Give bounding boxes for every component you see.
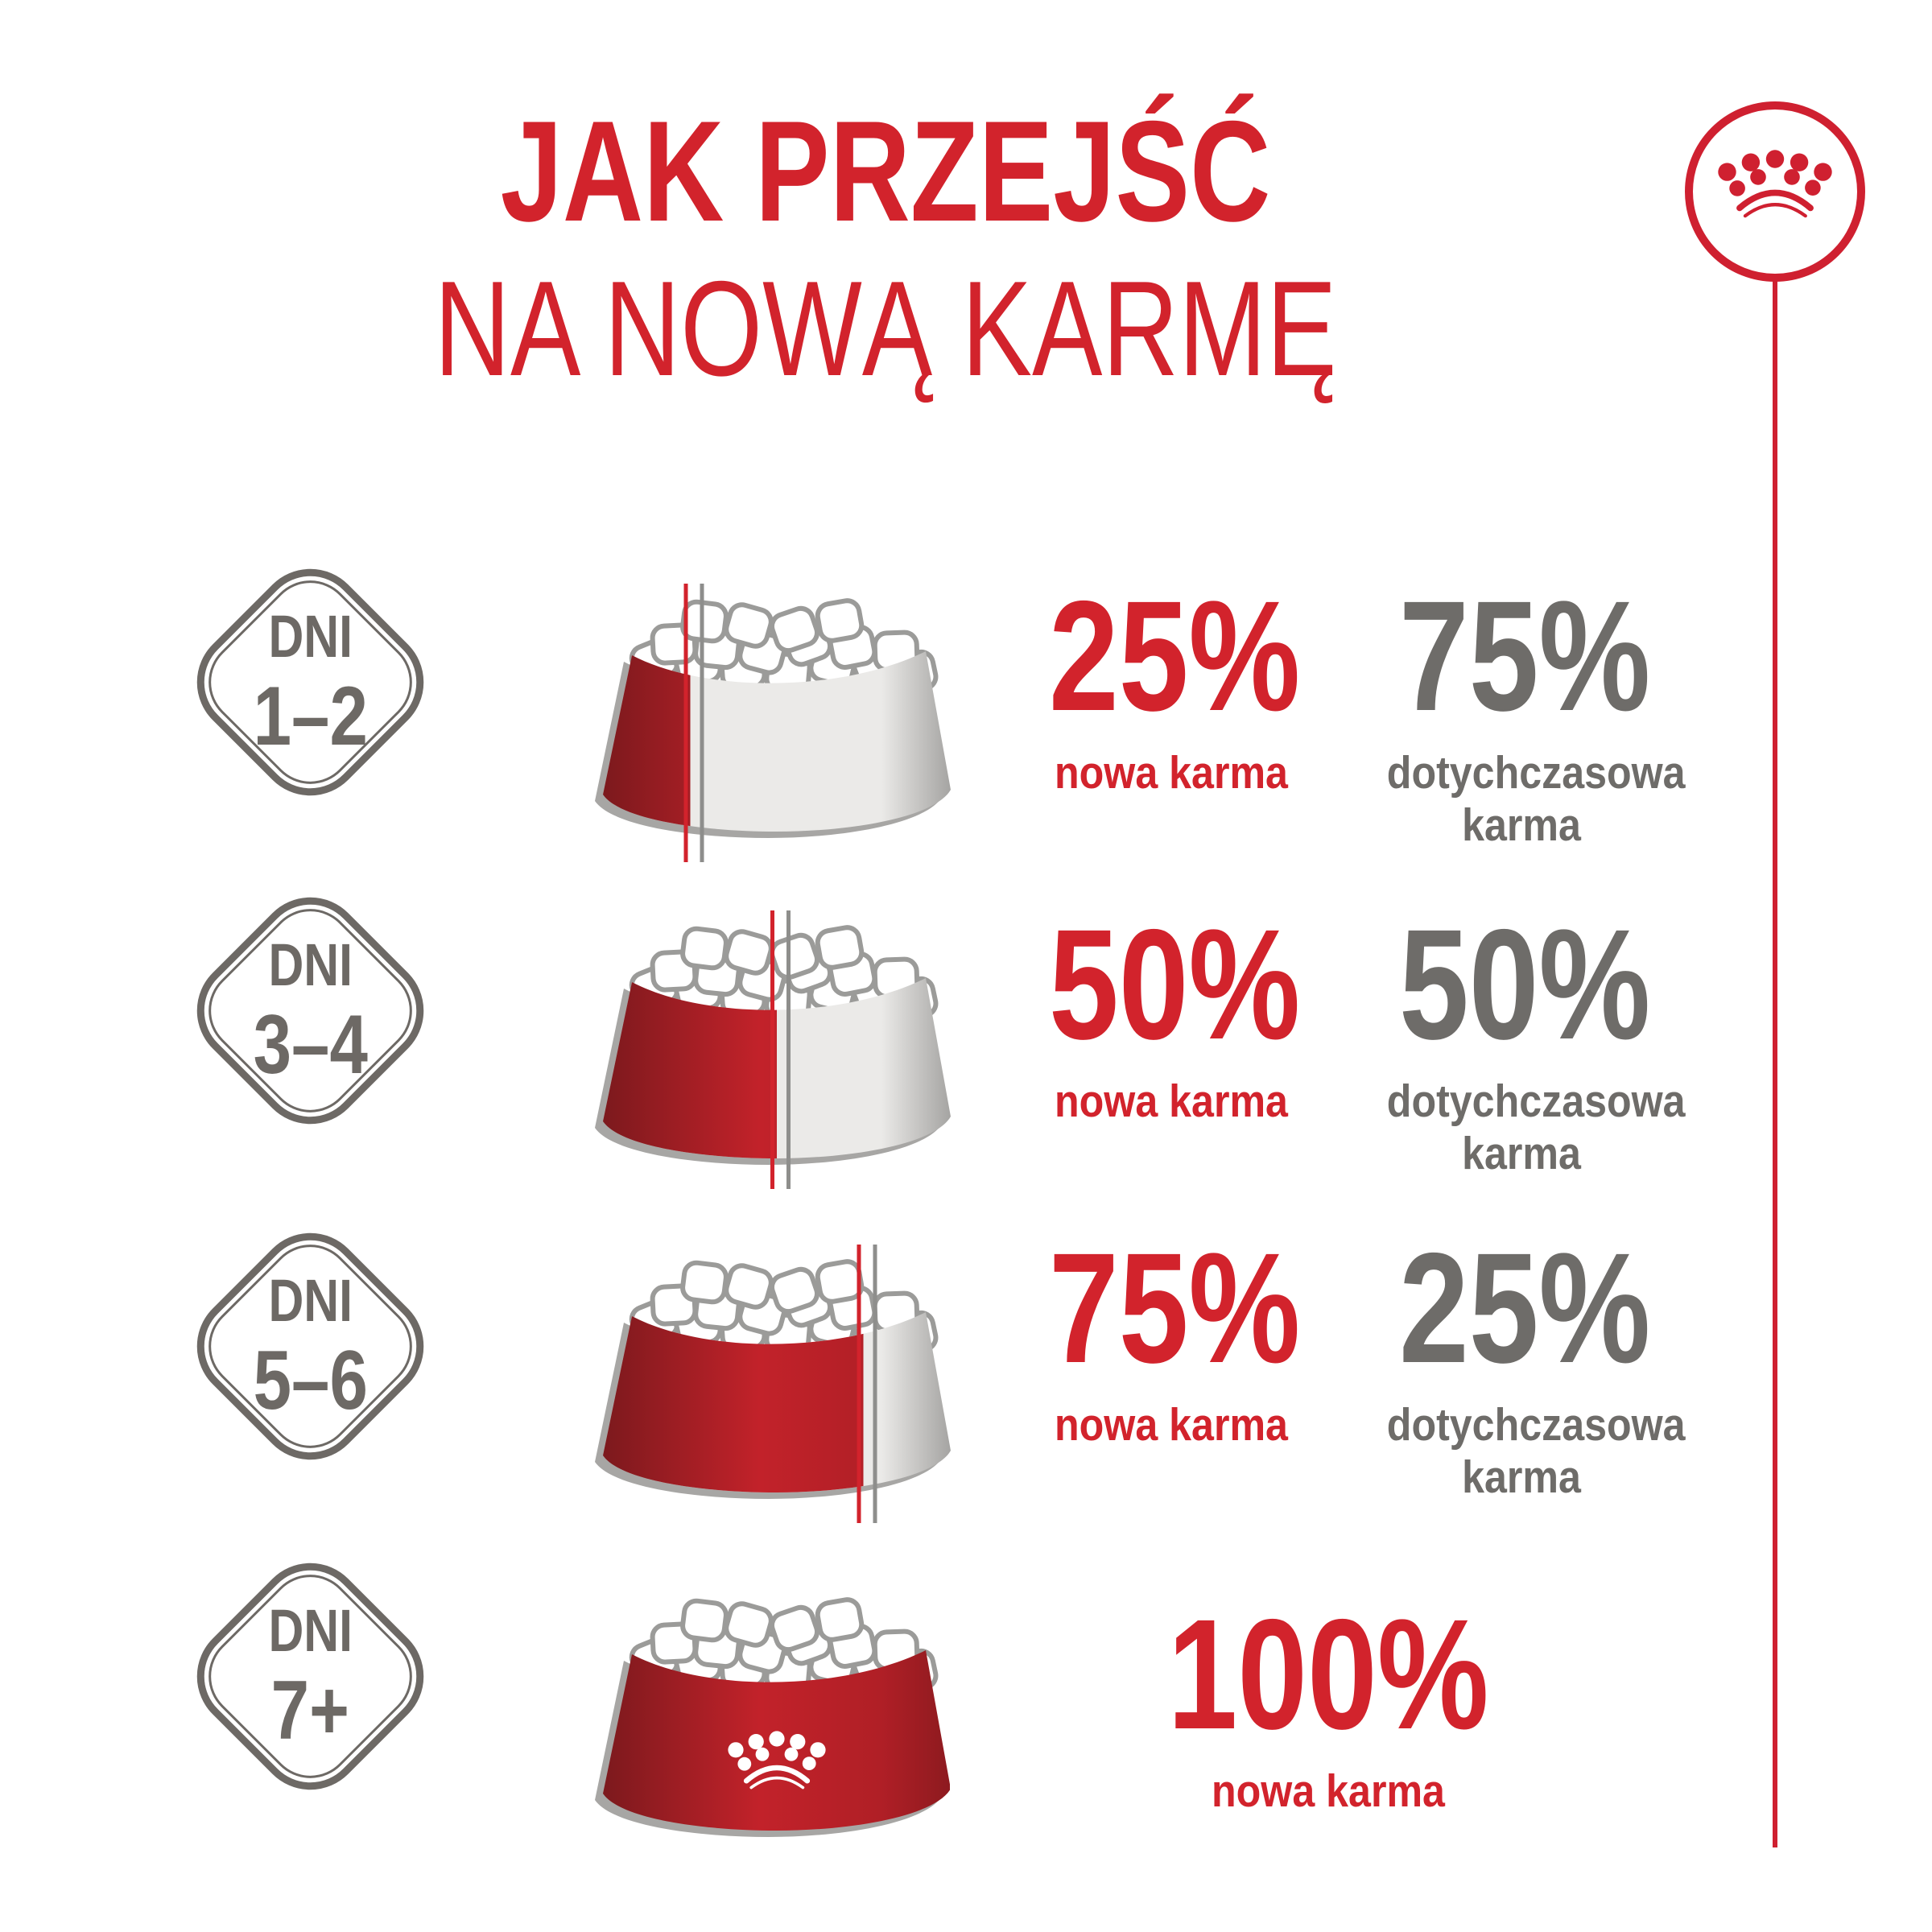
food-bowl-icon: [584, 1562, 962, 1900]
diamond-badge-icon: [196, 1232, 424, 1460]
old-food-column: 25% dotychczasowa karma: [1368, 1220, 1686, 1504]
new-food-label: nowa karma: [1055, 1075, 1288, 1128]
new-food-column: 50% nowa karma: [1018, 897, 1324, 1128]
food-bowl-icon: [584, 890, 962, 1228]
badge-days-label: DNI: [268, 1596, 353, 1664]
diamond-badge-icon: [196, 1563, 424, 1790]
old-food-label-line2: karma: [1462, 1451, 1581, 1504]
old-food-label: dotychczasowa karma: [1387, 1075, 1686, 1180]
old-food-label-line1: dotychczasowa: [1386, 1399, 1686, 1451]
badge-days-label: DNI: [268, 1266, 353, 1334]
title-line1: JAK PRZEJŚĆ: [500, 91, 1271, 251]
badge-days-range: 3–4: [253, 997, 368, 1092]
old-food-label: dotychczasowa karma: [1387, 747, 1686, 852]
badge-days-range: 5–6: [253, 1333, 368, 1427]
page-title: JAK PRZEJŚĆ NA NOWĄ KARMĘ: [80, 97, 1690, 399]
old-food-column: 50% dotychczasowa karma: [1368, 897, 1686, 1180]
days-badge: DNI 3–4: [175, 876, 445, 1146]
old-food-label-line2: karma: [1462, 1128, 1581, 1180]
old-food-label: dotychczasowa karma: [1387, 1399, 1686, 1504]
old-food-label-line1: dotychczasowa: [1386, 1075, 1686, 1128]
badge-days-label: DNI: [268, 931, 353, 998]
vertical-accent-line: [1773, 279, 1777, 1847]
new-food-label: nowa karma: [1212, 1765, 1445, 1818]
old-food-column: 75% dotychczasowa karma: [1368, 568, 1686, 852]
new-food-percentage: 50%: [1049, 897, 1301, 1072]
food-bowl-icon: [584, 563, 962, 901]
badge-days-label: DNI: [268, 602, 353, 670]
diamond-badge-icon: [196, 897, 424, 1125]
old-food-percentage: 50%: [1399, 897, 1651, 1072]
new-food-column: 25% nowa karma: [1018, 568, 1324, 799]
old-food-percentage: 75%: [1399, 568, 1651, 744]
title-line2: NA NOWĄ KARMĘ: [434, 253, 1337, 405]
new-food-column: 100% nowa karma: [1103, 1587, 1554, 1818]
new-food-label: nowa karma: [1055, 747, 1288, 799]
days-badge: DNI 5–6: [175, 1212, 445, 1481]
new-food-percentage: 25%: [1049, 568, 1301, 744]
old-food-label-line2: karma: [1462, 799, 1581, 852]
food-bowl-icon: [584, 1224, 962, 1562]
badge-days-range: 1–2: [253, 669, 368, 763]
royal-canin-logo: [1678, 95, 1872, 288]
new-food-percentage: 75%: [1049, 1220, 1301, 1396]
diamond-badge-icon: [196, 568, 424, 796]
royal-canin-crown-icon: [1685, 101, 1865, 282]
new-food-column: 75% nowa karma: [1018, 1220, 1324, 1451]
old-food-percentage: 25%: [1399, 1220, 1651, 1396]
new-food-percentage: 100%: [1167, 1587, 1489, 1762]
days-badge: DNI 1–2: [175, 547, 445, 817]
days-badge: DNI 7+: [175, 1542, 445, 1811]
badge-days-range: 7+: [270, 1663, 350, 1757]
new-food-label: nowa karma: [1055, 1399, 1288, 1451]
old-food-label-line1: dotychczasowa: [1386, 747, 1686, 799]
